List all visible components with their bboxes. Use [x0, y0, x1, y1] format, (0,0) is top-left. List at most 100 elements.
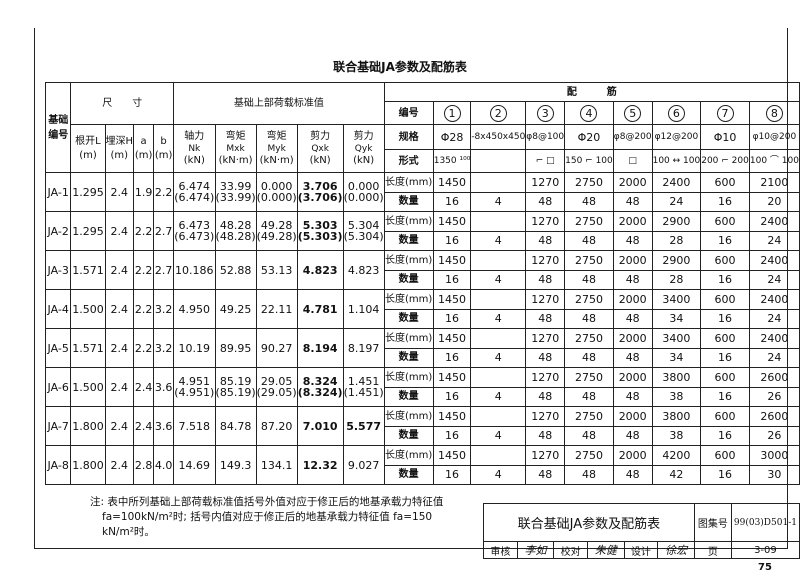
- dim-a: 2.4: [133, 367, 155, 407]
- dim-unit: (m): [134, 149, 153, 161]
- bar-quantity: 48: [525, 425, 566, 446]
- bar-form-shape: 100 ↔ 100: [651, 149, 702, 173]
- bar-quantity: 48: [525, 308, 566, 329]
- foundation-id-header: 基础编号: [44, 82, 72, 173]
- bar-length: 1450: [432, 367, 472, 388]
- table-row: JA-3 1.571 2.4 2.2 2.7 10.186 52.88 53.13 4.823 4…: [44, 250, 800, 290]
- dim-L: 1.295: [70, 211, 106, 251]
- bar-quantity: 48: [564, 425, 614, 446]
- bar-length: 2000: [612, 445, 653, 466]
- bar-number-circle: 6: [667, 104, 685, 122]
- bar-spec: Φ20: [564, 124, 614, 150]
- bar-number-6: 6: [651, 101, 702, 125]
- load-Qy: 5.304 (5.304): [342, 211, 385, 251]
- bar-quantity: 24: [651, 191, 702, 212]
- bar-length: 600: [700, 211, 750, 232]
- bar-quantity: 16: [700, 464, 750, 485]
- title-block-title: 联合基础JA参数及配筋表: [483, 503, 695, 542]
- bar-quantity: 48: [612, 269, 653, 290]
- load-N: 4.950: [173, 289, 216, 329]
- load-value: 29.05: [260, 375, 293, 388]
- bar-spec: Φ28: [432, 124, 472, 150]
- load-value-bracket: (5.303): [297, 230, 343, 243]
- load-N: 14.69: [173, 445, 216, 485]
- bar-spec: φ12@200: [651, 124, 702, 150]
- bar-length: 4200: [651, 445, 702, 466]
- bar-length: 1270: [525, 250, 566, 271]
- bar-length: 2000: [612, 328, 653, 349]
- table-row: JA-2 1.295 2.4 2.2 2.7 6.473 (6.473) 48.28 (48.2…: [44, 211, 800, 251]
- bar-length: 600: [700, 406, 750, 427]
- load-value-bracket: (0.000): [256, 191, 297, 204]
- bar-quantity: 16: [432, 425, 472, 446]
- bar-length: 2750: [564, 250, 614, 271]
- bar-length: 2750: [564, 172, 614, 193]
- bar-number-2: 2: [470, 101, 527, 125]
- bar-quantity: 48: [612, 425, 653, 446]
- bar-quantity: 48: [612, 191, 653, 212]
- bar-number-circle: 7: [716, 104, 734, 122]
- load-Mx: 52.88: [214, 250, 257, 290]
- load-My: 29.05 (29.05): [255, 367, 298, 407]
- bar-form-shape: ⌐ □: [525, 149, 566, 173]
- bar-quantity: 16: [432, 308, 472, 329]
- dim-header-length: 根开L (m): [70, 124, 106, 173]
- dim-b: 3.2: [153, 289, 175, 329]
- bar-number-8: 8: [748, 101, 800, 125]
- dim-L: 1.571: [70, 328, 106, 368]
- load-Qy: 0.000 (0.000): [342, 172, 385, 212]
- dim-a: 2.2: [133, 328, 155, 368]
- load-value-bracket: (48.28): [215, 230, 256, 243]
- bar-quantity: 48: [564, 464, 614, 485]
- bar-quantity: 26: [748, 386, 800, 407]
- length-label: 长度(mm): [383, 289, 434, 310]
- bar-length: 2750: [564, 289, 614, 310]
- number-label: 编号: [383, 101, 434, 125]
- bar-spec: φ10@200: [748, 124, 800, 150]
- bar-form-shape: 200 ⌐ 200: [700, 149, 750, 173]
- load-unit: (kN): [353, 154, 375, 166]
- bar-length: 1270: [525, 211, 566, 232]
- length-label: 长度(mm): [383, 250, 434, 271]
- dim-unit: (m): [79, 149, 97, 161]
- dimensions-header: 尺 寸: [70, 82, 175, 125]
- bar-quantity: 26: [748, 425, 800, 446]
- form-label: 形式: [383, 149, 434, 173]
- load-header-2: 弯矩 Mxk (kN·m): [214, 124, 257, 173]
- bar-quantity: 34: [651, 308, 702, 329]
- dim-L: 1.571: [70, 250, 106, 290]
- qty-label: 数量: [383, 230, 434, 251]
- bar-length: 2000: [612, 211, 653, 232]
- bar-quantity: 24: [748, 230, 800, 251]
- qty-label: 数量: [383, 386, 434, 407]
- bar-quantity: 4: [470, 230, 527, 251]
- load-symbol: Nk: [188, 143, 201, 154]
- bar-length: 3000: [748, 445, 800, 466]
- bar-length: 2750: [564, 328, 614, 349]
- load-Qx: 5.303 (5.303): [296, 211, 344, 251]
- load-Qx: 8.324 (8.324): [296, 367, 344, 407]
- dim-H: 2.4: [104, 328, 135, 368]
- load-Qx: 12.32: [296, 445, 344, 485]
- load-value-bracket: (1.451): [343, 386, 384, 399]
- bar-length: 2750: [564, 406, 614, 427]
- dim-H: 2.4: [104, 211, 135, 251]
- bar-number-circle: 2: [489, 104, 507, 122]
- bar-quantity: 48: [525, 191, 566, 212]
- load-label: 剪力: [353, 130, 374, 142]
- load-value: 8.324: [302, 375, 338, 388]
- load-unit: (kN): [309, 154, 331, 166]
- bar-length: 2000: [612, 250, 653, 271]
- design-label: 设计: [623, 541, 659, 559]
- length-label: 长度(mm): [383, 328, 434, 349]
- foundation-id: JA-8: [44, 445, 72, 485]
- load-Mx: 85.19 (85.19): [214, 367, 257, 407]
- dim-b: 4.0: [153, 445, 175, 485]
- bar-length: 1450: [432, 406, 472, 427]
- length-label: 长度(mm): [383, 367, 434, 388]
- load-label: 弯矩: [225, 130, 246, 142]
- load-symbol: Myk: [267, 143, 286, 154]
- bar-quantity: 16: [700, 269, 750, 290]
- length-label: 长度(mm): [383, 445, 434, 466]
- bar-number-7: 7: [700, 101, 750, 125]
